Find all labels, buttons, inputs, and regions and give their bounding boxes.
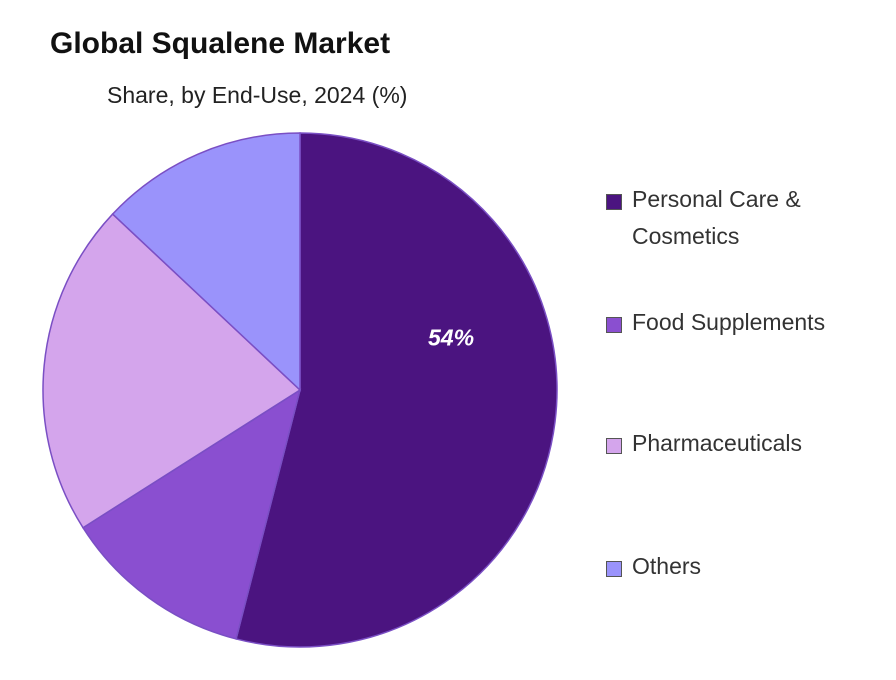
pie-slice (81, 388, 302, 640)
legend-item: Personal Care & Cosmetics (606, 186, 827, 255)
legend-swatch (606, 438, 622, 454)
legend-swatch (606, 561, 622, 577)
legend-label: Personal Care & Cosmetics (632, 186, 801, 249)
legend-item: Pharmaceuticals (606, 430, 827, 462)
legend-swatch (606, 194, 622, 210)
legend-item: Food Supplements (606, 309, 827, 341)
legend-item: Others (606, 553, 827, 585)
legend-label: Pharmaceuticals (632, 430, 803, 456)
chart-subtitle: Share, by End-Use, 2024 (%) (107, 82, 407, 108)
chart-title: Global Squalene Market (50, 27, 390, 60)
legend: Personal Care & Cosmetics Food Supplement… (606, 0, 876, 680)
legend-swatch (606, 317, 622, 333)
pie-slice (111, 132, 301, 392)
legend-label: Food Supplements (632, 309, 826, 335)
data-label: 54% (428, 324, 474, 350)
legend-label: Others (632, 553, 702, 579)
pie-slice (42, 213, 302, 529)
pie-slice (235, 132, 558, 648)
